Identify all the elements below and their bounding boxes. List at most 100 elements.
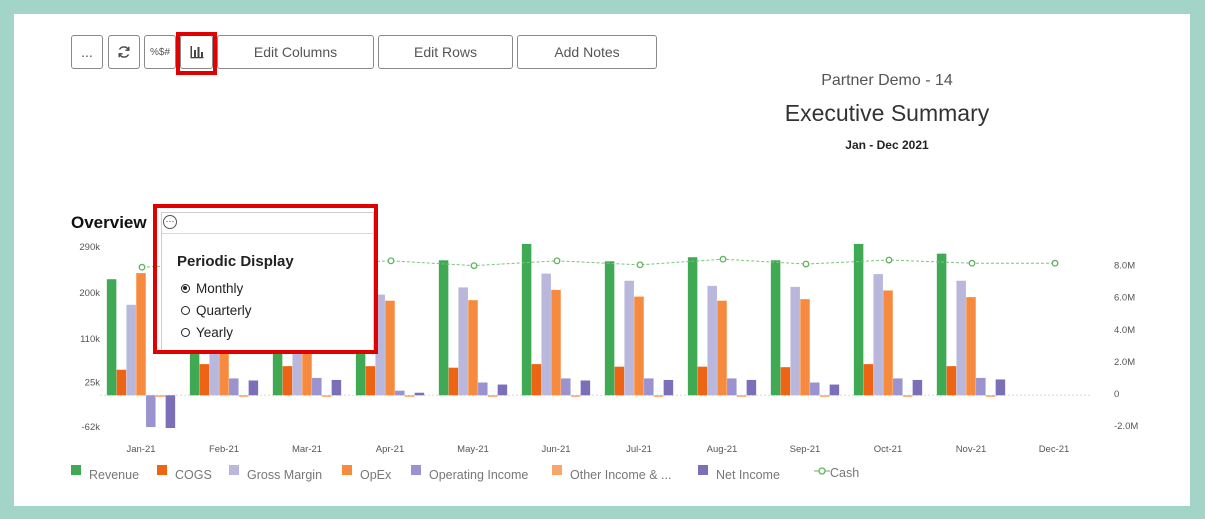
bar <box>727 378 737 396</box>
legend-swatch <box>818 467 826 475</box>
bar <box>780 367 791 396</box>
legend-label: Net Income <box>716 468 780 482</box>
y2-tick-label: 6.0M <box>1114 293 1135 304</box>
bar <box>614 366 625 396</box>
y-tick-label: 110k <box>80 334 100 345</box>
chart-settings-button[interactable] <box>180 35 213 69</box>
legend-label: Operating Income <box>429 468 528 482</box>
bar <box>570 395 581 397</box>
bar <box>404 395 415 397</box>
bar <box>199 364 210 396</box>
more-options-button[interactable]: ... <box>71 35 103 69</box>
report-period: Jan - Dec 2021 <box>845 138 929 152</box>
radio-icon[interactable] <box>181 328 190 337</box>
bar <box>438 260 449 396</box>
bar <box>995 379 1006 396</box>
bar <box>770 260 781 396</box>
bar <box>663 379 674 396</box>
legend-swatch <box>157 465 167 475</box>
x-tick-label: Jul-21 <box>626 444 652 455</box>
bar <box>238 395 249 397</box>
number-format-button[interactable]: %$# <box>144 35 176 69</box>
bar <box>521 243 532 396</box>
y2-tick-label: 8.0M <box>1114 261 1135 272</box>
bar <box>458 287 468 396</box>
x-tick-label: May-21 <box>457 444 489 455</box>
bar <box>902 395 913 397</box>
bar <box>136 273 146 396</box>
option-yearly[interactable]: Yearly <box>181 325 233 340</box>
x-tick-label: Mar-21 <box>292 444 322 455</box>
bar <box>697 366 708 396</box>
bar <box>790 286 800 396</box>
bar <box>531 364 542 396</box>
y2-tick-label: -2.0M <box>1114 421 1138 432</box>
bar <box>312 377 322 396</box>
bar <box>395 390 405 396</box>
refresh-button[interactable] <box>108 35 140 69</box>
edit-columns-button[interactable]: Edit Columns <box>217 35 374 69</box>
x-tick-label: Oct-21 <box>874 444 903 455</box>
bar <box>561 378 571 396</box>
y-tick-label: 25k <box>85 378 101 389</box>
bar <box>634 296 644 396</box>
y-tick-label: 290k <box>79 242 100 253</box>
bar <box>893 378 903 396</box>
bar <box>414 392 425 396</box>
bar <box>717 300 727 396</box>
option-label: Monthly <box>196 281 244 296</box>
legend-label: OpEx <box>360 468 392 482</box>
bar <box>229 378 239 396</box>
add-notes-button[interactable]: Add Notes <box>517 35 657 69</box>
radio-icon[interactable] <box>181 306 190 315</box>
bar <box>604 261 615 396</box>
cash-point <box>387 257 395 265</box>
x-tick-label: Feb-21 <box>209 444 239 455</box>
bar <box>487 395 498 397</box>
bar <box>146 395 156 427</box>
bar <box>116 369 127 396</box>
x-tick-label: Dec-21 <box>1039 444 1070 455</box>
legend-swatch <box>552 465 562 475</box>
bar <box>873 274 883 396</box>
bar <box>936 253 947 396</box>
cash-point <box>885 256 893 264</box>
y-tick-label: 200k <box>79 288 100 299</box>
bar <box>385 300 395 396</box>
bar <box>736 395 747 397</box>
bar <box>189 323 200 396</box>
bar <box>810 382 820 396</box>
bar <box>551 289 561 396</box>
cash-point <box>470 262 478 270</box>
bar <box>106 279 117 396</box>
bar <box>644 378 654 396</box>
edit-rows-button[interactable]: Edit Rows <box>378 35 513 69</box>
x-tick-label: Nov-21 <box>956 444 987 455</box>
bar <box>819 395 830 397</box>
bar <box>497 384 508 396</box>
y2-tick-label: 0 <box>1114 389 1119 400</box>
company-name: Partner Demo - 14 <box>821 72 953 89</box>
legend-label: COGS <box>175 468 212 482</box>
bar <box>126 304 136 396</box>
option-monthly[interactable]: Monthly <box>181 281 243 296</box>
cash-point <box>553 257 561 265</box>
cash-point <box>1051 259 1059 267</box>
legend-swatch <box>71 465 81 475</box>
option-quarterly[interactable]: Quarterly <box>181 303 252 318</box>
bar <box>321 395 332 397</box>
bar <box>468 300 478 396</box>
cash-point <box>802 260 810 268</box>
bar <box>248 380 259 396</box>
bar <box>302 349 312 396</box>
radio-selected-icon[interactable] <box>181 284 190 293</box>
chart-button-highlight <box>176 32 217 75</box>
bar <box>165 395 176 429</box>
more-icon[interactable]: ··· <box>163 215 177 229</box>
refresh-icon <box>118 46 130 58</box>
section-title: Overview <box>71 213 147 232</box>
legend-swatch <box>229 465 239 475</box>
option-label: Yearly <box>196 325 234 340</box>
y2-tick-label: 2.0M <box>1114 357 1135 368</box>
